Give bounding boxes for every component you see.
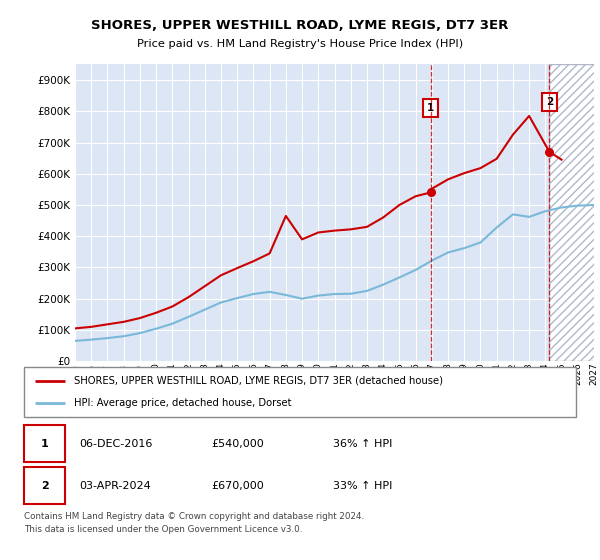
Text: 06-DEC-2016: 06-DEC-2016 <box>79 439 152 449</box>
Text: 1: 1 <box>427 103 434 113</box>
FancyBboxPatch shape <box>24 467 65 504</box>
Text: Price paid vs. HM Land Registry's House Price Index (HPI): Price paid vs. HM Land Registry's House … <box>137 39 463 49</box>
Text: 36% ↑ HPI: 36% ↑ HPI <box>333 439 392 449</box>
Text: 33% ↑ HPI: 33% ↑ HPI <box>333 481 392 491</box>
Text: 03-APR-2024: 03-APR-2024 <box>79 481 151 491</box>
Text: 2: 2 <box>546 97 553 107</box>
Text: 1: 1 <box>41 439 49 449</box>
Text: Contains HM Land Registry data © Crown copyright and database right 2024.
This d: Contains HM Land Registry data © Crown c… <box>24 512 364 534</box>
Text: £670,000: £670,000 <box>212 481 265 491</box>
Bar <box>75 64 550 361</box>
Text: SHORES, UPPER WESTHILL ROAD, LYME REGIS, DT7 3ER: SHORES, UPPER WESTHILL ROAD, LYME REGIS,… <box>91 18 509 32</box>
FancyBboxPatch shape <box>24 426 65 463</box>
Text: SHORES, UPPER WESTHILL ROAD, LYME REGIS, DT7 3ER (detached house): SHORES, UPPER WESTHILL ROAD, LYME REGIS,… <box>74 376 443 386</box>
Text: £540,000: £540,000 <box>212 439 265 449</box>
Bar <box>550 64 600 361</box>
Text: 2: 2 <box>41 481 49 491</box>
Text: HPI: Average price, detached house, Dorset: HPI: Average price, detached house, Dors… <box>74 398 291 408</box>
